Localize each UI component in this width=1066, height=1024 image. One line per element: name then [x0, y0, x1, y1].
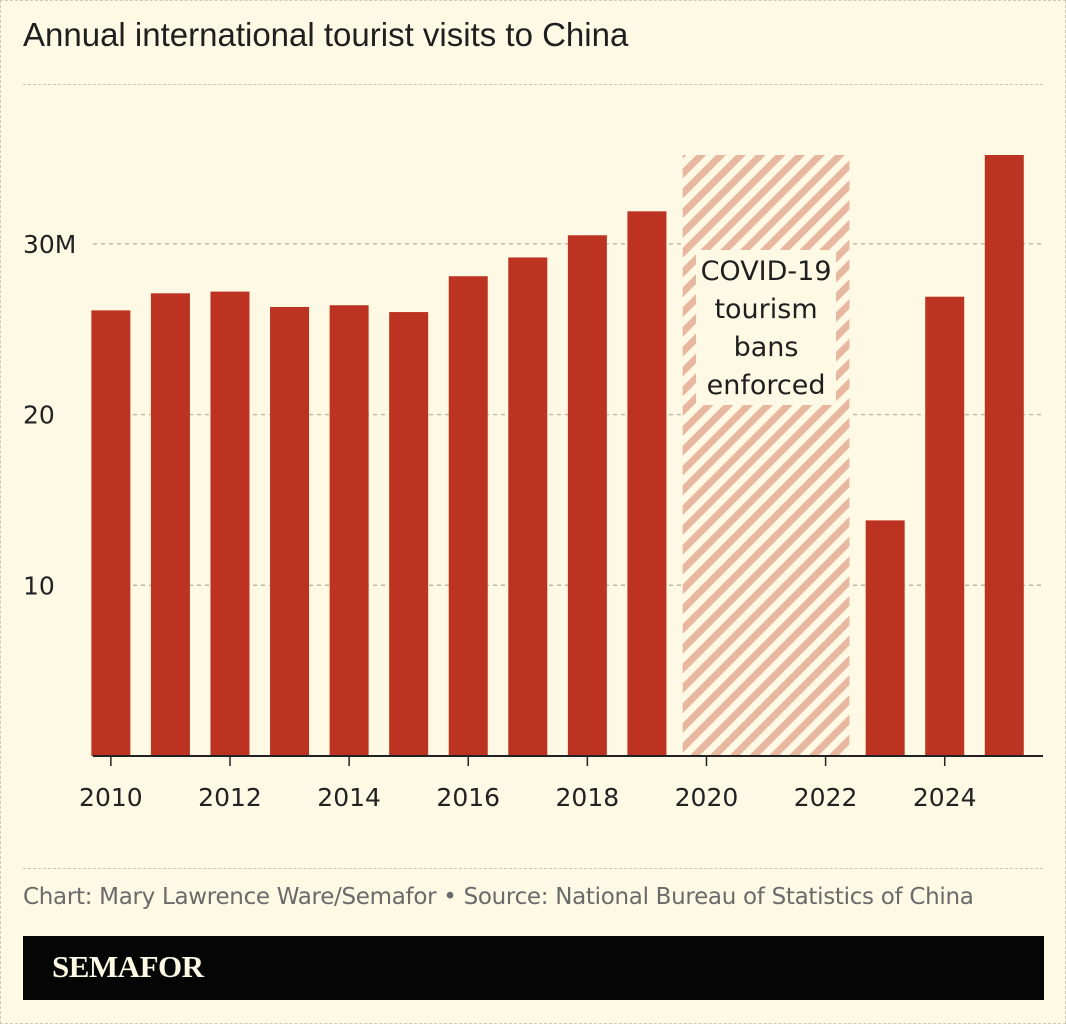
axes: 2010 2012 2014 2016 2018 2020 2022 2024 [79, 755, 1043, 812]
annotation-text: enforced [707, 370, 826, 401]
y-tick-label: 20 [23, 401, 55, 430]
bar-2017 [508, 257, 548, 756]
covid-annotation: COVID-19 tourism bans enforced [682, 155, 850, 756]
bar-2010 [91, 310, 131, 756]
chart-title: Annual international tourist visits to C… [23, 16, 629, 53]
annotation-text: COVID-19 [701, 256, 832, 287]
top-divider [23, 84, 1043, 85]
annotation-text: tourism [714, 294, 817, 325]
x-tick-label: 2022 [794, 783, 858, 812]
annotation-text: bans [734, 332, 799, 363]
covid-hatch-band [682, 155, 850, 756]
x-tick-label: 2018 [556, 783, 620, 812]
bars [91, 155, 1024, 756]
x-tick-label: 2016 [436, 783, 500, 812]
y-tick-label: 30M [23, 230, 76, 259]
x-tick-label: 2010 [79, 783, 143, 812]
x-tick-label: 2014 [317, 783, 381, 812]
bar-2024 [925, 296, 965, 756]
annotation-backdrop [696, 250, 837, 405]
x-tick-label: 2024 [913, 783, 977, 812]
bar-2012 [210, 291, 250, 756]
brand-bar: SEMAFOR [23, 936, 1044, 1000]
bar-2011 [150, 293, 190, 756]
bar-2013 [270, 306, 310, 756]
bar-2016 [448, 276, 488, 756]
bar-2018 [567, 235, 607, 756]
x-tick-label: 2020 [675, 783, 739, 812]
y-tick-label: 10 [23, 571, 55, 600]
bar-2019 [627, 211, 667, 756]
x-tick-label: 2012 [198, 783, 262, 812]
semafor-logo: SEMAFOR [52, 949, 204, 984]
bottom-divider [23, 868, 1043, 869]
bar-2015 [389, 312, 429, 756]
bar-2025 [984, 155, 1024, 756]
bar-2014 [329, 305, 369, 756]
bar-2023 [865, 520, 905, 756]
source-credit: Chart: Mary Lawrence Ware/Semafor • Sour… [23, 884, 974, 910]
